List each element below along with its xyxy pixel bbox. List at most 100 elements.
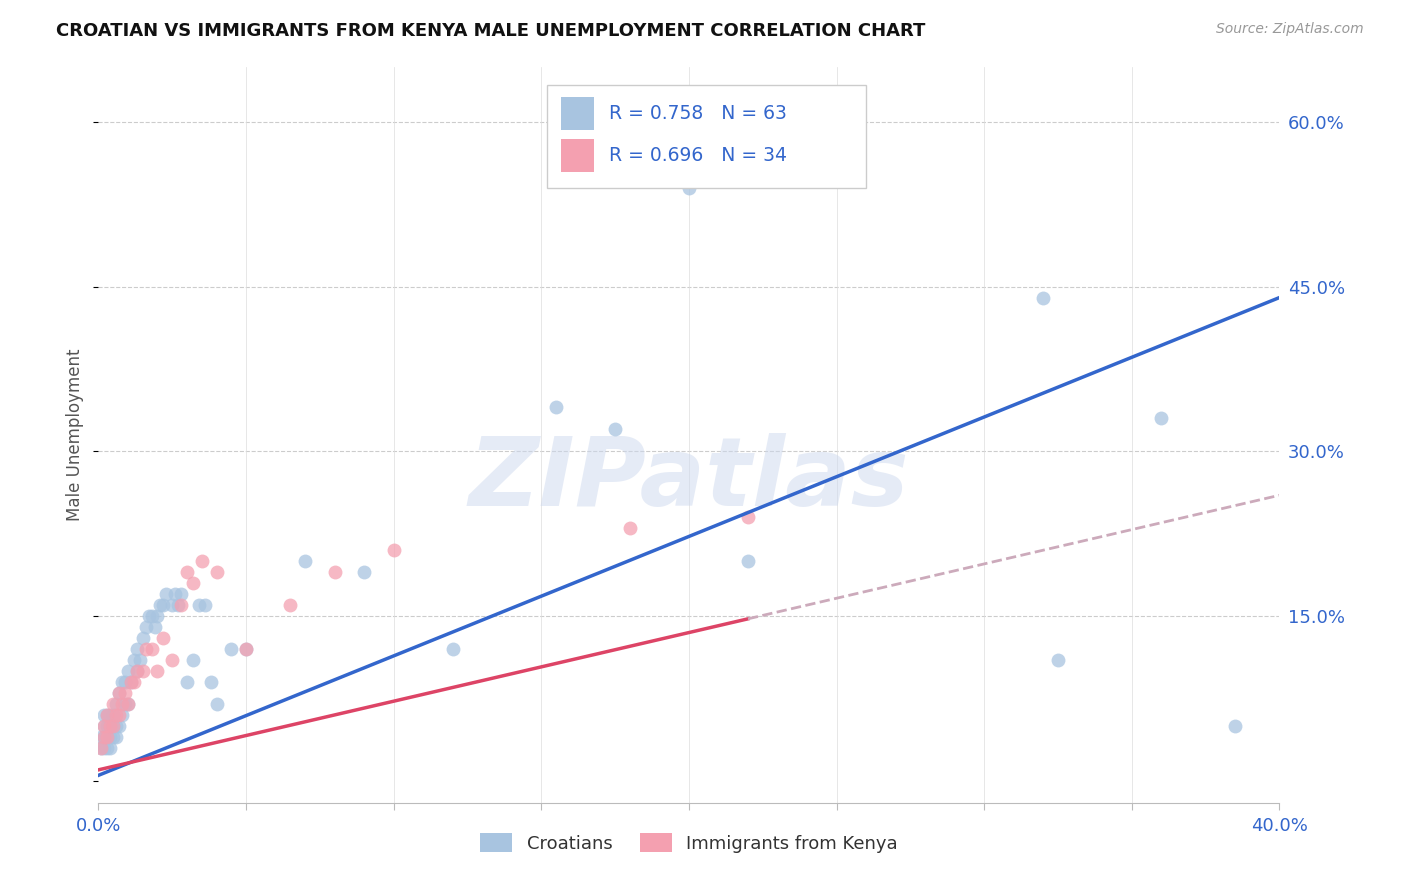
Point xyxy=(117,664,139,678)
Point xyxy=(141,642,163,657)
Y-axis label: Male Unemployment: Male Unemployment xyxy=(66,349,84,521)
Point xyxy=(170,587,193,601)
Point xyxy=(120,675,142,690)
Point xyxy=(200,675,222,690)
Point xyxy=(105,730,128,744)
Point xyxy=(122,653,145,667)
Point xyxy=(170,598,193,612)
Point xyxy=(152,598,174,612)
Point xyxy=(191,554,214,568)
Point xyxy=(235,642,257,657)
Point xyxy=(146,664,169,678)
Point xyxy=(105,697,128,711)
Point xyxy=(323,565,346,579)
Point xyxy=(138,609,160,624)
Point xyxy=(90,740,112,755)
Point xyxy=(619,521,641,535)
Point xyxy=(114,675,136,690)
Point xyxy=(111,697,134,711)
FancyBboxPatch shape xyxy=(547,86,866,188)
Point xyxy=(98,730,121,744)
Point xyxy=(96,740,118,755)
Point xyxy=(103,719,125,733)
Point xyxy=(737,554,759,568)
Point xyxy=(108,707,131,722)
Point xyxy=(135,620,157,634)
Point xyxy=(93,730,115,744)
Text: Source: ZipAtlas.com: Source: ZipAtlas.com xyxy=(1216,22,1364,37)
Point xyxy=(678,180,700,194)
Point xyxy=(135,642,157,657)
Point xyxy=(98,740,121,755)
Point xyxy=(194,598,217,612)
Point xyxy=(1150,411,1173,425)
Legend: Croatians, Immigrants from Kenya: Croatians, Immigrants from Kenya xyxy=(472,826,905,860)
Point xyxy=(98,719,121,733)
Point xyxy=(165,587,187,601)
Text: ZIPatlas: ZIPatlas xyxy=(468,433,910,525)
Point xyxy=(111,675,134,690)
Point xyxy=(111,707,134,722)
Point xyxy=(96,707,118,722)
Point xyxy=(90,730,112,744)
Point xyxy=(205,565,228,579)
Point xyxy=(108,719,131,733)
Point xyxy=(108,686,131,700)
Point xyxy=(93,707,115,722)
Point xyxy=(103,730,125,744)
Point xyxy=(1225,719,1247,733)
Point xyxy=(152,631,174,645)
Text: R = 0.696   N = 34: R = 0.696 N = 34 xyxy=(609,145,786,165)
Point xyxy=(125,664,148,678)
Point xyxy=(605,422,627,436)
Point xyxy=(103,719,125,733)
Point xyxy=(382,543,405,558)
Point xyxy=(181,576,204,591)
Point xyxy=(294,554,316,568)
Point xyxy=(114,697,136,711)
Point xyxy=(98,719,121,733)
Point xyxy=(93,730,115,744)
Point xyxy=(96,730,118,744)
Point xyxy=(143,620,166,634)
Point xyxy=(441,642,464,657)
Point xyxy=(103,697,125,711)
Point xyxy=(98,707,121,722)
Point xyxy=(114,686,136,700)
Text: R = 0.758   N = 63: R = 0.758 N = 63 xyxy=(609,103,786,123)
Point xyxy=(117,697,139,711)
Point xyxy=(122,675,145,690)
Point xyxy=(117,697,139,711)
Text: CROATIAN VS IMMIGRANTS FROM KENYA MALE UNEMPLOYMENT CORRELATION CHART: CROATIAN VS IMMIGRANTS FROM KENYA MALE U… xyxy=(56,22,925,40)
Point xyxy=(221,642,243,657)
Point xyxy=(141,609,163,624)
Point xyxy=(93,719,115,733)
Point xyxy=(132,664,155,678)
Point xyxy=(93,719,115,733)
Point xyxy=(125,664,148,678)
Point xyxy=(280,598,302,612)
Point xyxy=(149,598,172,612)
Point xyxy=(120,675,142,690)
Point xyxy=(125,642,148,657)
Point xyxy=(96,730,118,744)
Point xyxy=(187,598,209,612)
Point xyxy=(205,697,228,711)
Point xyxy=(181,653,204,667)
Point xyxy=(546,401,568,415)
Bar xyxy=(561,138,595,172)
Point xyxy=(235,642,257,657)
Point xyxy=(353,565,375,579)
Point xyxy=(96,719,118,733)
Point xyxy=(128,653,150,667)
Point xyxy=(162,653,183,667)
Point xyxy=(105,719,128,733)
Point xyxy=(93,740,115,755)
Point xyxy=(132,631,155,645)
Point xyxy=(105,707,128,722)
Point xyxy=(96,707,118,722)
Point xyxy=(155,587,177,601)
Point xyxy=(737,510,759,524)
Point xyxy=(162,598,183,612)
Bar xyxy=(561,96,595,130)
